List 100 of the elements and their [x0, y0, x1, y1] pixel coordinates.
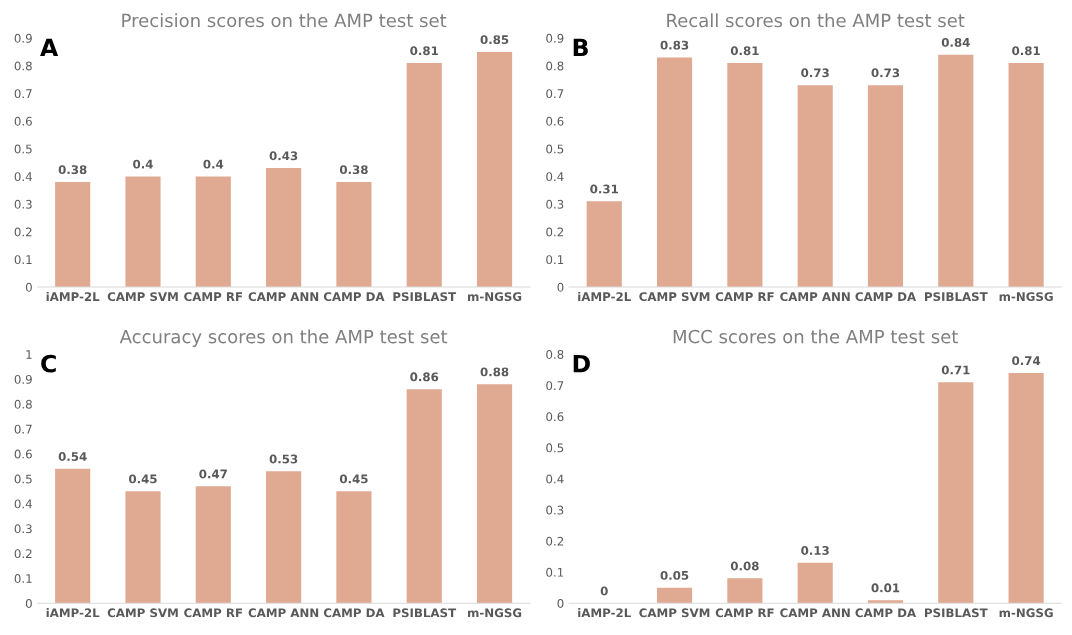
x-tick-label: iAMP-2L — [46, 291, 100, 301]
annotation: B — [573, 38, 588, 57]
x-tick-label: iAMP-2L — [578, 291, 631, 301]
data-label: 0.73 — [871, 68, 900, 78]
y-tick-label: 0.2 — [14, 227, 32, 237]
bar — [867, 85, 904, 288]
y-tick-label: 0.9 — [546, 33, 564, 43]
data-label: 0.01 — [871, 583, 900, 593]
data-label: 0 — [600, 586, 608, 596]
data-label: 0.85 — [480, 35, 509, 45]
y-tick-label: 0.8 — [14, 61, 32, 71]
bar — [406, 63, 442, 288]
y-tick-label: 0 — [25, 598, 32, 608]
data-label: 0.38 — [339, 165, 368, 175]
y-tick-label: 0.5 — [546, 144, 564, 154]
y-tick-label: 0.4 — [14, 172, 32, 182]
x-tick-label: CAMP DA — [323, 292, 385, 302]
y-tick-label: 0.7 — [14, 89, 32, 99]
x-tick-label: m-NGSG — [468, 608, 522, 618]
y-tick-label: 0.4 — [14, 499, 32, 509]
y-tick-label: 0.2 — [14, 549, 32, 559]
bar — [1008, 372, 1044, 604]
bar — [336, 491, 372, 604]
y-tick-label: 0.5 — [14, 144, 32, 154]
bar — [195, 176, 231, 288]
bar — [55, 181, 91, 288]
x-tick-label: PSIBLAST — [925, 608, 988, 618]
chart-title: MCC scores on the AMP test set — [673, 329, 958, 344]
x-tick-label: CAMP SVM — [639, 608, 710, 618]
bar — [727, 578, 763, 604]
x-tick-label: CAMP SVM — [639, 292, 710, 302]
y-tick-label: 0.3 — [546, 505, 564, 515]
bar — [125, 491, 161, 604]
data-label: 0.71 — [941, 365, 970, 375]
x-tick-label: iAMP-2L — [46, 608, 100, 618]
annotation: D — [573, 355, 590, 373]
data-label: 0.4 — [133, 159, 153, 169]
data-label: 0.05 — [660, 570, 689, 580]
x-tick-label: CAMP DA — [323, 608, 385, 618]
y-tick-label: 0.1 — [546, 255, 564, 265]
x-tick-label: CAMP ANN — [780, 292, 850, 302]
bar — [867, 600, 904, 604]
data-label: 0.73 — [801, 68, 829, 78]
x-tick-label: CAMP DA — [855, 608, 917, 618]
y-tick-label: 0.8 — [546, 61, 564, 71]
x-tick-label: PSIBLAST — [925, 292, 988, 302]
y-tick-label: 0.1 — [14, 255, 32, 265]
data-label: 0.83 — [660, 40, 689, 50]
data-label: 0.81 — [730, 46, 759, 56]
bar — [797, 562, 833, 604]
annotation: A — [40, 38, 59, 57]
x-tick-label: CAMP ANN — [248, 608, 319, 618]
y-tick-label: 0.6 — [14, 449, 32, 459]
x-tick-label: CAMP ANN — [780, 608, 850, 618]
chart-title: Precision scores on the AMP test set — [122, 13, 447, 28]
data-label: 0.81 — [410, 46, 438, 56]
data-label: 0.13 — [801, 546, 829, 555]
x-tick-label: m-NGSG — [999, 292, 1053, 302]
bar — [266, 168, 302, 288]
y-tick-label: 0.1 — [14, 574, 32, 584]
data-label: 0.47 — [199, 469, 227, 479]
y-tick-label: 1 — [26, 350, 32, 359]
y-tick-label: 0.9 — [14, 33, 32, 43]
y-tick-label: 0.4 — [546, 172, 564, 182]
y-tick-label: 0 — [557, 282, 564, 292]
y-tick-label: 0.2 — [546, 227, 564, 237]
bar — [476, 51, 513, 288]
bar — [656, 587, 693, 604]
data-label: 0.45 — [339, 474, 368, 484]
y-tick-label: 0.8 — [546, 350, 564, 359]
bar — [586, 201, 622, 288]
y-tick-label: 0.7 — [546, 381, 564, 391]
chart-title: Accuracy scores on the AMP test set — [119, 329, 448, 347]
bar — [938, 54, 974, 288]
annotation: C — [41, 354, 56, 373]
y-tick-label: 0.5 — [14, 474, 32, 484]
x-tick-label: m-NGSG — [999, 608, 1053, 618]
x-tick-label: iAMP-2L — [578, 608, 631, 618]
bar — [406, 389, 442, 604]
data-label: 0.31 — [590, 184, 618, 194]
bar — [476, 384, 513, 604]
y-tick-label: 0.6 — [14, 116, 32, 126]
y-tick-label: 0.3 — [546, 199, 564, 209]
x-tick-label: m-NGSG — [468, 292, 522, 302]
y-tick-label: 0.7 — [546, 89, 564, 99]
x-tick-label: PSIBLAST — [393, 608, 457, 618]
x-tick-label: CAMP RF — [184, 292, 243, 302]
y-tick-label: 0.6 — [546, 412, 564, 422]
y-tick-label: 0 — [557, 598, 564, 608]
data-label: 0.88 — [480, 367, 509, 377]
y-tick-label: 0.7 — [14, 424, 32, 434]
x-tick-label: CAMP SVM — [107, 608, 178, 618]
y-tick-label: 0 — [25, 282, 32, 292]
x-tick-label: PSIBLAST — [393, 292, 457, 302]
x-tick-label: CAMP SVM — [107, 292, 178, 302]
x-tick-label: CAMP DA — [855, 292, 917, 302]
bar — [727, 63, 763, 288]
y-tick-label: 0.6 — [546, 116, 564, 126]
bar — [797, 85, 833, 288]
data-label: 0.86 — [410, 372, 439, 382]
